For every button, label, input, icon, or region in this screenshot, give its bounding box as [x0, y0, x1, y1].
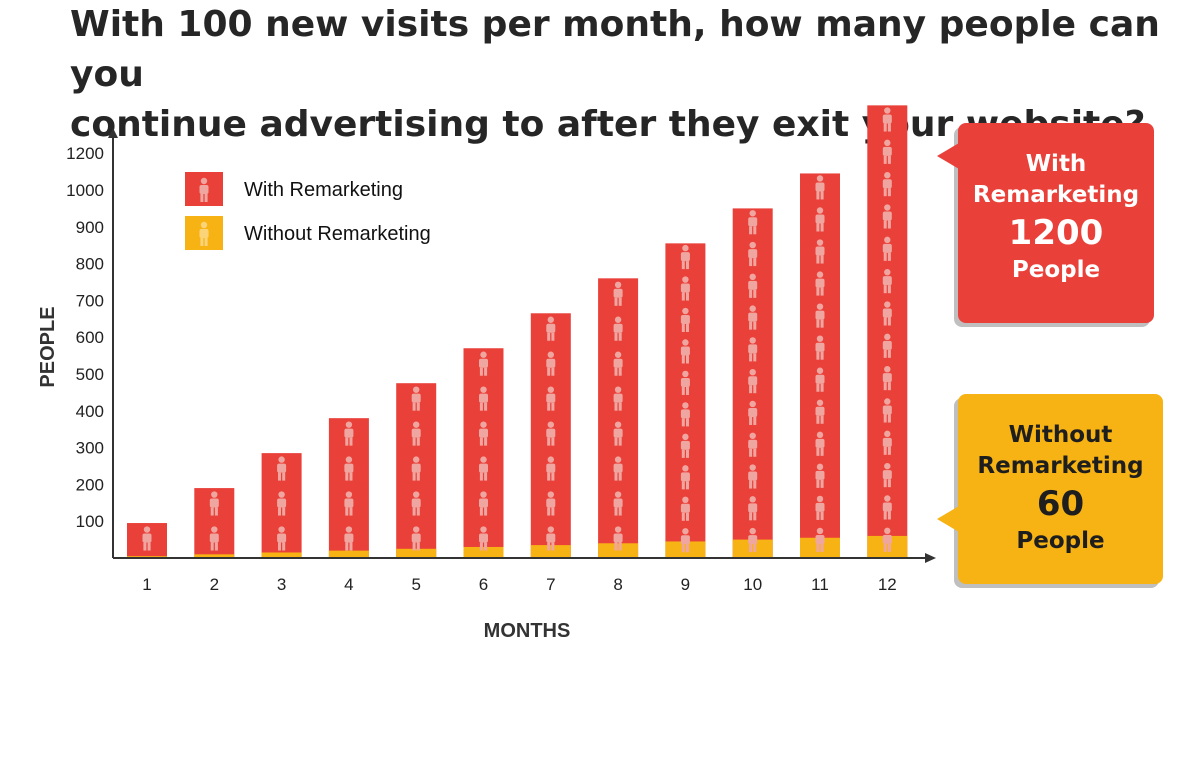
- bar-group-month-4: [328, 418, 369, 558]
- bar-without-remarketing: [328, 550, 369, 558]
- callout-without-unit: People: [1016, 528, 1105, 554]
- bar-group-month-6: [463, 348, 504, 558]
- y-tick-label: 100: [76, 512, 104, 531]
- legend-item-without: Without Remarketing: [185, 216, 431, 250]
- bar-with-remarketing: [463, 348, 504, 558]
- y-tick-label: 700: [76, 291, 104, 310]
- callout-with-unit: People: [1011, 257, 1101, 283]
- bar-without-remarketing: [732, 539, 773, 558]
- bar-group-month-3: [261, 453, 302, 558]
- bar-without-remarketing: [463, 546, 504, 558]
- y-tick-labels: 100 200 300 400 500 600 700 800 900 1000 1200: [66, 144, 104, 531]
- legend-label-without: Without Remarketing: [244, 223, 431, 245]
- callout-with-remarketing: With Remarketing 1200 People: [937, 123, 1154, 323]
- x-tick-label: 8: [613, 575, 622, 594]
- bar-group-month-10: [732, 208, 773, 558]
- callout-without-remarketing: Without Remarketing 60 People: [937, 394, 1163, 584]
- bar-without-remarketing: [194, 554, 235, 558]
- bar-group-month-9: [665, 243, 706, 559]
- legend-item-with: With Remarketing: [185, 172, 403, 206]
- bar-without-remarketing: [598, 543, 639, 558]
- y-tick-label: 800: [76, 255, 104, 274]
- x-tick-label: 1: [142, 575, 151, 594]
- y-tick-label: 1000: [66, 181, 104, 200]
- y-axis-label: PEOPLE: [37, 306, 59, 387]
- y-tick-label: 300: [76, 439, 104, 458]
- axes: [108, 128, 936, 563]
- y-tick-label: 600: [76, 328, 104, 347]
- callout-without-value: 60: [1036, 484, 1085, 524]
- bar-without-remarketing: [800, 537, 840, 558]
- bar-with-remarketing: [800, 173, 840, 558]
- x-tick-label: 7: [546, 575, 555, 594]
- bar-group-month-11: [800, 173, 840, 558]
- x-tick-label: 3: [277, 575, 286, 594]
- bar-group-month-1: [127, 523, 167, 558]
- y-tick-label: 1200: [66, 144, 104, 163]
- callout-with-value: 1200: [1008, 213, 1104, 253]
- bars-layer: [127, 105, 908, 559]
- x-axis-label: MONTHS: [484, 620, 571, 642]
- legend-label-with: With Remarketing: [244, 179, 403, 201]
- bar-group-month-7: [530, 313, 571, 558]
- x-tick-label: 10: [743, 575, 762, 594]
- x-tick-label: 12: [878, 575, 897, 594]
- callout-without-line2: Remarketing: [977, 453, 1144, 479]
- x-axis-arrow: [925, 553, 936, 563]
- y-tick-label: 400: [76, 402, 104, 421]
- legend: With Remarketing Without Remarketing: [185, 172, 431, 250]
- y-tick-label: 500: [76, 365, 104, 384]
- y-tick-label: 900: [76, 218, 104, 237]
- y-tick-label: 200: [76, 475, 104, 494]
- callout-with-line2: Remarketing: [972, 182, 1140, 208]
- bar-without-remarketing: [396, 548, 437, 558]
- title-line-1: With 100 new visits per month, how many …: [70, 4, 1160, 95]
- x-tick-label: 5: [411, 575, 420, 594]
- callout-without-line1: Without: [1008, 422, 1113, 448]
- x-tick-label: 4: [344, 575, 353, 594]
- bar-group-month-8: [598, 278, 639, 558]
- bar-without-remarketing: [867, 535, 908, 558]
- bar-without-remarketing: [530, 545, 571, 558]
- x-tick-label: 9: [681, 575, 690, 594]
- x-tick-label: 2: [210, 575, 219, 594]
- callout-with-line1: With: [1025, 151, 1087, 177]
- bar-without-remarketing: [665, 541, 706, 558]
- bar-without-remarketing: [261, 552, 302, 558]
- x-tick-label: 11: [811, 575, 829, 594]
- bar-group-month-5: [396, 383, 437, 558]
- x-tick-labels: 1 2 3 4 5 6 7 8 9 10 11 12: [142, 575, 896, 594]
- bar-group-month-2: [194, 488, 235, 558]
- bar-group-month-12: [867, 105, 908, 559]
- x-tick-label: 6: [479, 575, 488, 594]
- y-axis-arrow: [108, 128, 118, 138]
